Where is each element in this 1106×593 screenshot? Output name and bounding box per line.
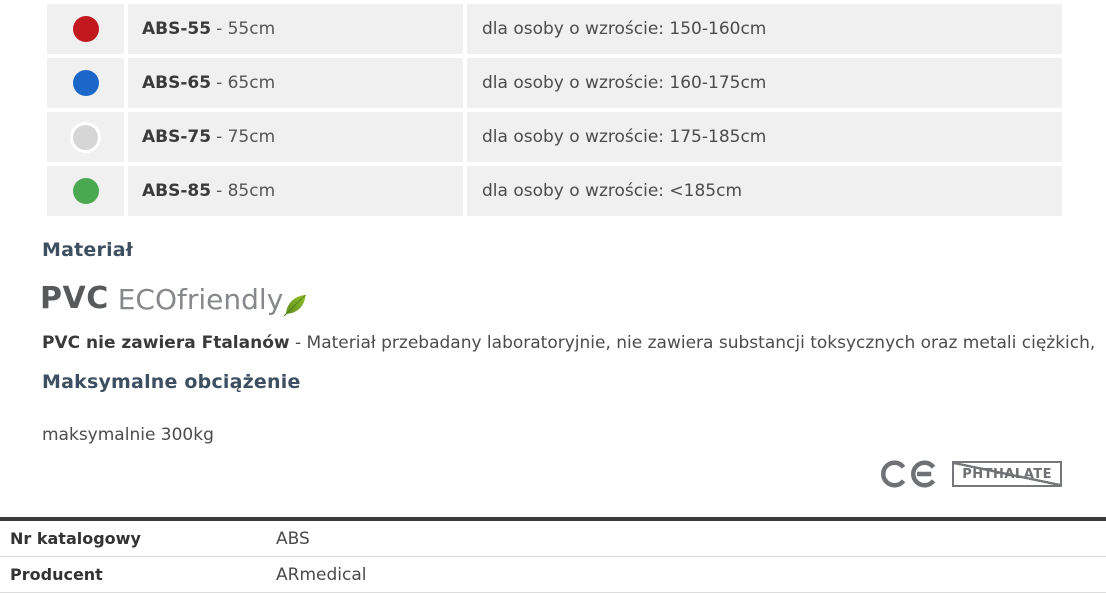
certification-badges: PHTHALATE (881, 455, 1062, 493)
table-row: Producent ARmedical (0, 557, 1106, 593)
variant-description: dla osoby o wzroście: 160-175cm (467, 58, 1062, 108)
detail-label: Nr katalogowy (10, 529, 141, 548)
variant-size: - 55cm (216, 19, 276, 39)
table-row: Nr katalogowy ABS (0, 521, 1106, 557)
variant-code: ABS-65 (142, 73, 212, 93)
variant-name-cell: ABS-65- 65cm (128, 58, 463, 108)
red-color-swatch[interactable] (72, 16, 99, 42)
variants-table: ABS-55- 55cm dla osoby o wzroście: 150-1… (47, 4, 1062, 220)
variant-code: ABS-75 (142, 127, 212, 147)
variant-name-cell: ABS-75- 75cm (128, 112, 463, 162)
variant-name-cell: ABS-85- 85cm (128, 166, 463, 216)
variant-color-cell (47, 112, 124, 162)
variant-row: ABS-55- 55cm dla osoby o wzroście: 150-1… (47, 4, 1062, 54)
variant-description: dla osoby o wzroście: 150-160cm (467, 4, 1062, 54)
ce-mark-icon (881, 460, 936, 488)
variant-row: ABS-85- 85cm dla osoby o wzroście: <185c… (47, 166, 1062, 216)
variant-name-cell: ABS-55- 55cm (128, 4, 463, 54)
variant-color-cell (47, 58, 124, 108)
variant-size: - 75cm (216, 127, 276, 147)
gray-color-swatch[interactable] (73, 124, 98, 150)
pvc-phthalate-note: PVC nie zawiera Ftalanów - Materiał prze… (42, 333, 1095, 353)
variant-code: ABS-85 (142, 181, 212, 201)
variant-row: ABS-75- 75cm dla osoby o wzroście: 175-1… (47, 112, 1062, 162)
blue-color-swatch[interactable] (72, 70, 99, 96)
variant-row: ABS-65- 65cm dla osoby o wzroście: 160-1… (47, 58, 1062, 108)
pvc-note-bold: PVC nie zawiera Ftalanów (42, 333, 290, 353)
product-details-table: Nr katalogowy ABS Producent ARmedical (0, 517, 1106, 593)
max-load-value: maksymalnie 300kg (42, 425, 214, 445)
phthalate-free-badge: PHTHALATE (952, 461, 1062, 487)
variant-size: - 65cm (216, 73, 276, 93)
variant-description: dla osoby o wzroście: 175-185cm (467, 112, 1062, 162)
detail-value: ARmedical (276, 564, 367, 585)
detail-value: ABS (276, 528, 310, 549)
variant-description: dla osoby o wzroście: <185cm (467, 166, 1062, 216)
variant-size: - 85cm (216, 181, 276, 201)
pvc-logo-text: PVC (40, 281, 109, 316)
ecofriendly-logo-text: ECOfriendly (117, 283, 284, 316)
pvc-note-rest: - Materiał przebadany laboratoryjnie, ni… (289, 333, 1096, 353)
variant-color-cell (47, 4, 124, 54)
material-heading: Materiał (42, 239, 134, 261)
detail-label: Producent (10, 565, 103, 584)
variant-color-cell (47, 166, 124, 216)
max-load-heading: Maksymalne obciążenie (42, 371, 301, 393)
pvc-ecofriendly-logo: PVC ECOfriendly (40, 281, 307, 316)
variant-code: ABS-55 (142, 19, 212, 39)
green-color-swatch[interactable] (72, 178, 99, 204)
leaf-icon (284, 294, 307, 316)
